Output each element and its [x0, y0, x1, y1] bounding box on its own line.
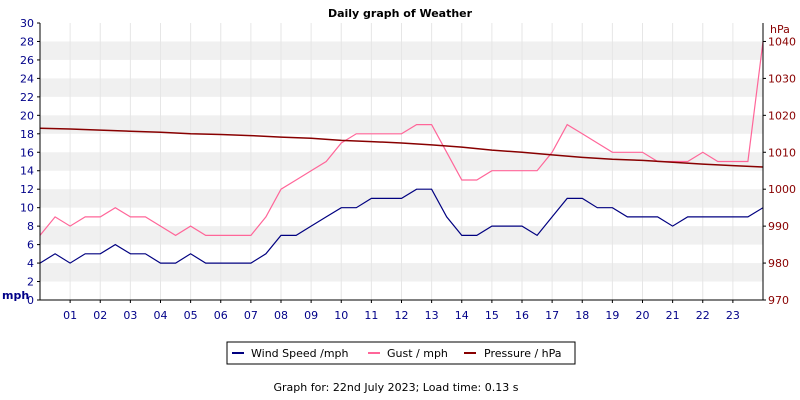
left-tick-label: 0: [27, 294, 34, 307]
right-tick-label: 970: [768, 294, 789, 307]
pressure-series: [39, 127, 764, 168]
left-tick-label: 16: [20, 146, 34, 159]
left-tick-label: 28: [20, 35, 34, 48]
x-tick-label: 03: [123, 309, 137, 322]
left-tick-label: 4: [27, 257, 34, 270]
left-tick-label: 6: [27, 239, 34, 252]
legend-label-wind: Wind Speed /mph: [251, 347, 349, 360]
left-tick-label: 26: [20, 54, 34, 67]
left-tick-label: 14: [20, 165, 34, 178]
right-tick-label: 1010: [768, 146, 796, 159]
legend-label-pressure: Pressure / hPa: [484, 347, 562, 360]
right-axis-unit: hPa: [770, 23, 790, 36]
right-tick-label: 1000: [768, 183, 796, 196]
x-tick-label: 12: [395, 309, 409, 322]
x-tick-label: 23: [726, 309, 740, 322]
pressure-line: [39, 127, 764, 168]
left-tick-label: 12: [20, 183, 34, 196]
x-tick-label: 05: [184, 309, 198, 322]
x-tick-label: 22: [696, 309, 710, 322]
x-tick-label: 01: [63, 309, 77, 322]
x-tick-label: 15: [485, 309, 499, 322]
x-tick-label: 02: [93, 309, 107, 322]
x-tick-label: 07: [244, 309, 258, 322]
left-tick-label: 24: [20, 72, 34, 85]
left-tick-label: 2: [27, 276, 34, 289]
x-tick-label: 18: [575, 309, 589, 322]
x-tick-label: 06: [214, 309, 228, 322]
x-tick-label: 19: [605, 309, 619, 322]
right-axis-ticks: 970 980 990 1000 1010 1020 1030 1040: [763, 35, 796, 307]
legend-box: [226, 341, 576, 365]
x-tick-label: 11: [364, 309, 378, 322]
x-tick-label: 20: [636, 309, 650, 322]
x-axis-ticks: 01 02 03 04 05 06 07 08 09 10 11 12 13 14 15 16 17 18 19 20…: [63, 300, 740, 322]
right-tick-label: 1020: [768, 109, 796, 122]
left-axis-unit: mph: [2, 289, 29, 302]
x-tick-label: 21: [666, 309, 680, 322]
legend: Wind Speed /mph Gust / mph Pressure / hP…: [226, 341, 576, 365]
left-tick-label: 22: [20, 91, 34, 104]
legend-label-gust: Gust / mph: [387, 347, 448, 360]
x-tick-label: 13: [425, 309, 439, 322]
x-tick-label: 04: [154, 309, 168, 322]
x-tick-label: 17: [545, 309, 559, 322]
wind-speed-series: [39, 188, 764, 264]
right-tick-label: 1030: [768, 72, 796, 85]
right-tick-label: 980: [768, 257, 789, 270]
left-tick-label: 18: [20, 128, 34, 141]
gust-series: [39, 41, 764, 237]
left-tick-label: 20: [20, 109, 34, 122]
x-tick-label: 08: [274, 309, 288, 322]
footer-text: Graph for: 22nd July 2023; Load time: 0.…: [274, 381, 519, 394]
left-tick-label: 30: [20, 17, 34, 30]
x-tick-label: 14: [455, 309, 469, 322]
left-tick-label: 10: [20, 202, 34, 215]
gust-line: [39, 41, 764, 237]
x-tick-label: 09: [304, 309, 318, 322]
wind-speed-line: [39, 188, 764, 264]
x-tick-label: 16: [515, 309, 529, 322]
x-tick-label: 10: [334, 309, 348, 322]
right-tick-label: 990: [768, 220, 789, 233]
right-tick-label: 1040: [768, 35, 796, 48]
chart-title: Daily graph of Weather: [328, 7, 473, 20]
left-tick-label: 8: [27, 220, 34, 233]
